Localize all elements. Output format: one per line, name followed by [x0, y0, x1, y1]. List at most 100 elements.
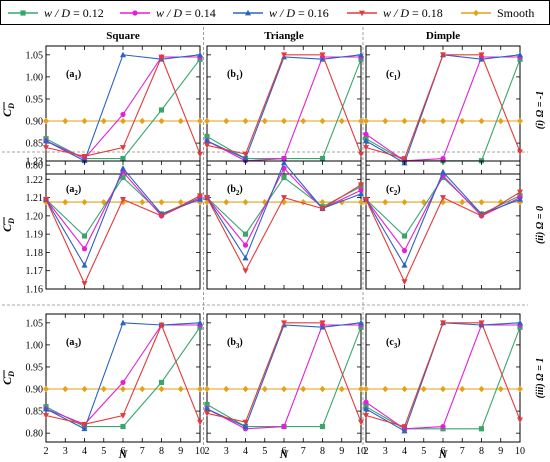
data-point [338, 385, 345, 393]
data-point [401, 424, 408, 430]
data-point [358, 182, 364, 188]
data-point [363, 385, 369, 393]
data-point [478, 213, 485, 220]
legend-label-text: Smooth [497, 6, 534, 20]
data-point [358, 190, 364, 197]
panel-label: (c3) [386, 337, 401, 350]
data-point [517, 189, 523, 196]
column-header: Triangle [264, 30, 304, 42]
y-tick-label: 0.80 [26, 161, 44, 172]
data-point [43, 405, 49, 412]
y-tick-label: 1.00 [26, 72, 44, 83]
series-triangle-down [363, 189, 523, 285]
panels: 0.800.850.900.951.001.05(a1) (b1) (c1)1.16… [2, 27, 528, 457]
data-point [363, 399, 369, 405]
data-point [300, 117, 307, 125]
data-point [497, 385, 504, 393]
panel-label: (b3) [227, 337, 243, 350]
data-point [81, 385, 88, 393]
panel-label-subscript: 3 [74, 342, 78, 350]
data-point [420, 385, 427, 393]
data-point [197, 193, 203, 199]
y-tick-label: 0.90 [26, 385, 44, 396]
data-point [204, 410, 210, 417]
y-tick-label: 1.20 [26, 211, 44, 222]
data-point [204, 117, 210, 125]
panel-label-subscript: 2 [236, 189, 240, 197]
x-axis-label: N [438, 447, 449, 461]
panel-label-subscript: 2 [394, 189, 398, 197]
data-point [401, 262, 408, 268]
panel-label-letter: (c [386, 69, 394, 80]
data-point [478, 117, 485, 125]
panel-label-close: ) [239, 69, 242, 80]
panel-label: (b2) [227, 184, 243, 197]
data-point [242, 117, 249, 125]
data-point [120, 379, 126, 386]
data-point [440, 155, 446, 162]
data-point [139, 198, 146, 206]
data-point [120, 197, 126, 203]
data-point [281, 198, 287, 206]
data-point [281, 320, 287, 327]
series-triangle-up [43, 319, 203, 432]
legend: w / D = 0.12 w / D = 0.14 w / D = 0.16 w / … [0, 0, 550, 25]
data-point [440, 117, 446, 125]
data-point [382, 385, 389, 393]
panel: (b2) [204, 159, 364, 290]
data-point [120, 319, 126, 326]
data-point [242, 254, 249, 261]
data-point [120, 165, 126, 171]
data-point [158, 198, 165, 206]
panel-label-letter: (a [66, 337, 74, 348]
data-point [158, 107, 165, 113]
data-point [62, 385, 69, 393]
series-circle [43, 169, 203, 252]
panel-label: (c2) [386, 184, 401, 197]
x-tick-label: 4 [243, 446, 248, 457]
panel-label-letter: (b [227, 184, 236, 195]
row-label-paren: (ii) [535, 229, 546, 244]
data-point [440, 52, 446, 59]
data-point [43, 117, 49, 125]
legend-label-text: = 0.16 [295, 6, 329, 20]
data-point [382, 117, 389, 125]
panel: (c1) [363, 45, 523, 175]
data-point [139, 117, 146, 125]
panel-frame [365, 313, 521, 443]
data-point [204, 195, 210, 201]
data-point [478, 198, 485, 206]
y-axis-label-main: C [0, 376, 14, 385]
series-diamond [43, 117, 203, 125]
data-point [81, 117, 88, 125]
panel-label-close: ) [78, 69, 81, 80]
data-point [319, 117, 326, 125]
x-tick-label: 6 [441, 446, 446, 457]
data-point [358, 187, 364, 193]
data-point [43, 197, 49, 203]
data-point [197, 196, 203, 202]
row-label-paren: (i) [535, 117, 546, 129]
legend-item: w / D = 0.18 [347, 6, 443, 20]
legend-item: w / D = 0.16 [233, 6, 329, 20]
data-point [358, 117, 364, 125]
legend-label-text: = 0.14 [182, 6, 216, 20]
series-diamond [43, 385, 203, 393]
data-point [319, 198, 326, 206]
data-point [401, 385, 408, 393]
data-point [158, 213, 165, 220]
data-point [281, 195, 287, 201]
series-triangle-down [204, 52, 364, 158]
series-triangle-down [43, 322, 203, 428]
data-point [204, 198, 210, 206]
data-point [420, 198, 427, 206]
data-point [319, 52, 326, 59]
data-point [197, 117, 203, 125]
data-point [358, 419, 364, 426]
y-axis-label-main: C [0, 223, 14, 232]
x-tick-label: 5 [101, 446, 106, 457]
column-header: Square [106, 30, 140, 42]
legend-label-italic: w / D [156, 6, 182, 20]
data-point [204, 142, 210, 149]
